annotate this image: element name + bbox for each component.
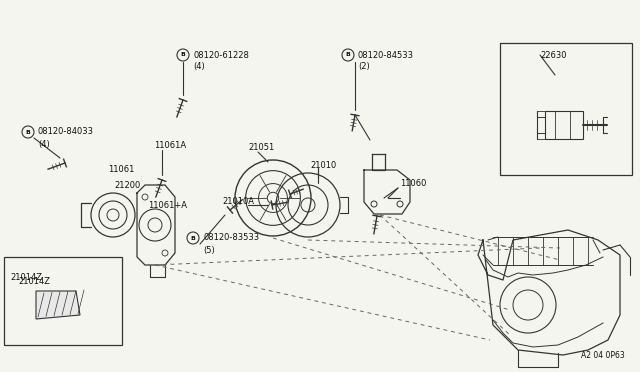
Text: B: B [180,52,186,58]
Text: (2): (2) [358,62,370,71]
Bar [4,257,122,345]
Text: 11061+A: 11061+A [148,201,187,209]
Text: (4): (4) [193,62,205,71]
Text: 11061A: 11061A [154,141,186,150]
Text: B: B [26,129,31,135]
Text: 11060: 11060 [400,179,426,187]
Text: 21200: 21200 [114,180,140,189]
Text: 08120-83533: 08120-83533 [203,234,259,243]
Polygon shape [36,291,80,319]
Text: A2 04 0P63: A2 04 0P63 [581,350,625,359]
Text: 08120-61228: 08120-61228 [193,51,249,60]
Text: 11061: 11061 [108,166,134,174]
Text: 21010: 21010 [310,160,336,170]
Text: 22630: 22630 [540,51,566,60]
Text: 08120-84033: 08120-84033 [38,128,94,137]
Text: B: B [191,235,195,241]
Text: 21010A: 21010A [222,198,254,206]
Bar [545,111,583,139]
Text: B: B [346,52,351,58]
Text: 21014Z: 21014Z [10,273,42,282]
Text: (4): (4) [38,140,50,148]
Text: (5): (5) [203,246,215,254]
Text: 21014Z: 21014Z [18,278,50,286]
Text: 21051: 21051 [248,144,275,153]
Text: 08120-84533: 08120-84533 [358,51,414,60]
Bar [500,43,632,175]
